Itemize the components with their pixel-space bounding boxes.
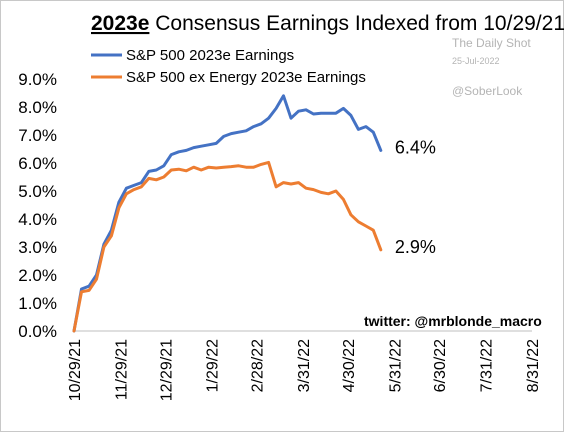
chart-title-year: 2023e [91,12,149,35]
y-tick-label: 0.0% [18,322,57,341]
x-tick-label: 4/30/22 [341,339,358,392]
x-tick-label: 7/31/22 [479,339,496,392]
watermark-name: The Daily Shot [452,36,531,50]
end-label-sp500: 6.4% [395,137,436,157]
y-tick-label: 1.0% [18,294,57,313]
legend-label: S&P 500 ex Energy 2023e Earnings [126,69,366,86]
x-tick-label: 2/28/22 [250,339,267,392]
plot-area [72,94,383,333]
x-tick-label: 11/29/21 [113,339,130,400]
y-axis: 9.0% 8.0% 7.0% 6.0% 5.0% 4.0% 3.0% 2.0% 1.0% 0.0% [18,70,57,341]
legend-label: S&P 500 2023e Earnings [126,47,294,64]
y-tick-label: 4.0% [18,210,57,229]
watermark-handle: @SoberLook [452,84,523,98]
end-labels: 6.4% 2.9% [395,137,436,256]
y-tick-label: 9.0% [18,70,57,89]
y-tick-label: 5.0% [18,182,57,201]
series-line-sp500-ex-energy [72,160,383,333]
x-tick-label: 10/29/21 [67,339,84,401]
end-label-sp500-ex-energy: 2.9% [395,237,436,257]
legend: S&P 500 2023e Earnings S&P 500 ex Energy … [91,47,366,86]
x-tick-label: 3/31/22 [296,339,313,392]
x-tick-label: 1/29/22 [205,339,222,392]
y-tick-label: 8.0% [18,98,57,117]
x-tick-label: 6/30/22 [432,339,449,392]
x-tick-label: 12/29/21 [158,339,175,401]
series-line-sp500 [72,94,383,333]
y-tick-label: 3.0% [18,238,57,257]
y-tick-label: 7.0% [18,126,57,145]
x-tick-label: 5/31/22 [387,339,404,392]
x-axis: 10/29/21 11/29/21 12/29/21 1/29/22 2/28/22 3/… [67,330,542,401]
watermark-date: 25-Jul-2022 [452,56,500,66]
chart-title-rest: Consensus Earnings Indexed from 10/29/21 [149,12,564,35]
chart-title: 2023e Consensus Earnings Indexed from 10… [91,12,564,35]
y-tick-label: 2.0% [18,266,57,285]
y-tick-label: 6.0% [18,154,57,173]
credit-annotation: twitter: @mrblonde_macro [364,313,542,329]
x-tick-label: 8/31/22 [525,339,542,392]
